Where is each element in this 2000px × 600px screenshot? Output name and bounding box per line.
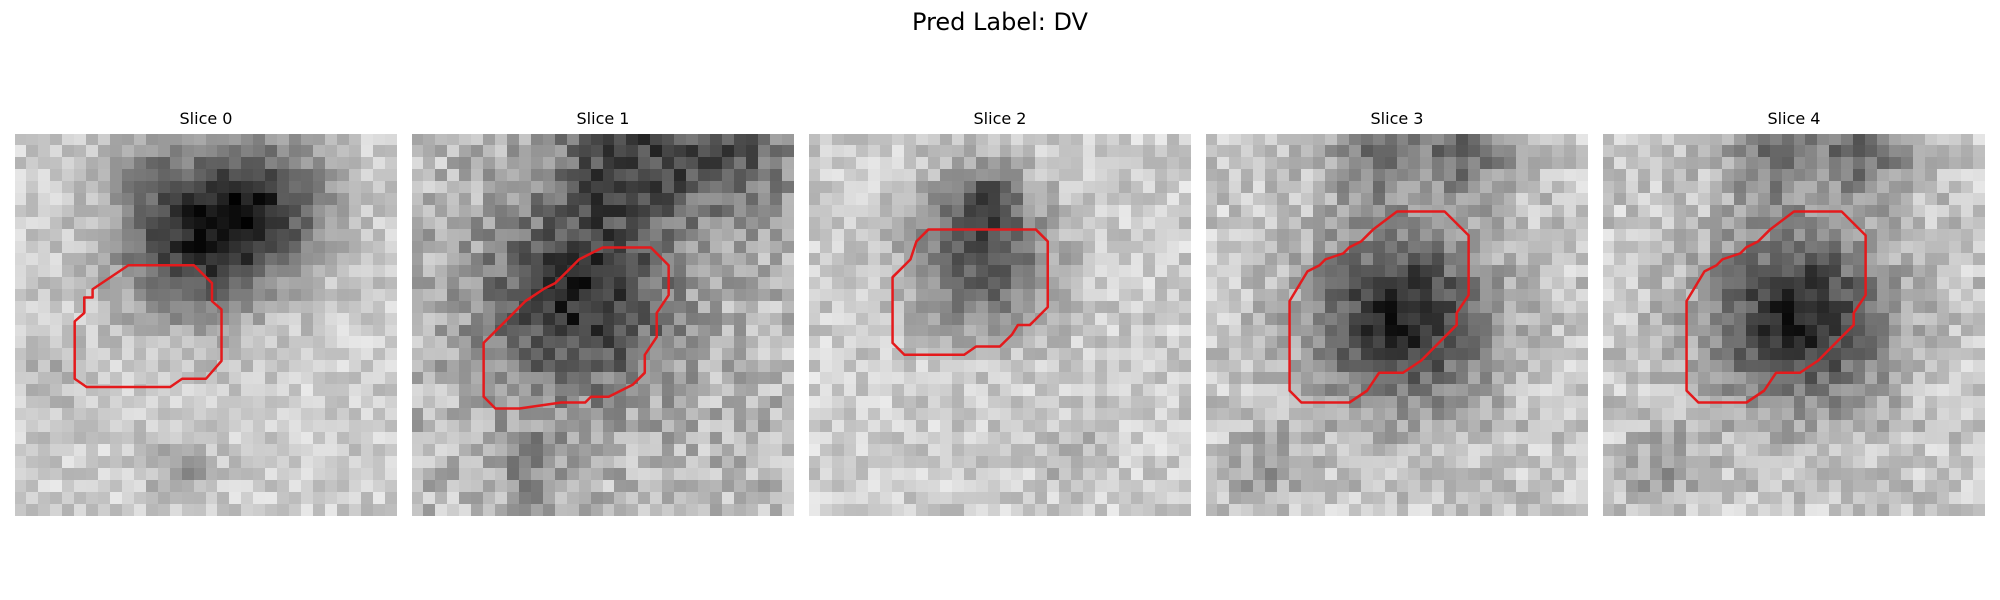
slice-title-2: Slice 2 — [973, 109, 1027, 128]
slice-panel-3: Slice 3 — [1206, 108, 1588, 516]
slice-panel-2: Slice 2 — [809, 108, 1191, 516]
slice-panel-4: Slice 4 — [1603, 108, 1985, 516]
slice-image-1 — [412, 134, 794, 516]
slice-image-4 — [1603, 134, 1985, 516]
figure-title: Pred Label: DV — [912, 8, 1088, 36]
slice-image-0 — [15, 134, 397, 516]
slice-panel-1: Slice 1 — [412, 108, 794, 516]
slice-title-4: Slice 4 — [1767, 109, 1821, 128]
slice-title-1: Slice 1 — [576, 109, 630, 128]
slice-title-0: Slice 0 — [179, 109, 233, 128]
slice-title-3: Slice 3 — [1370, 109, 1424, 128]
slice-image-3 — [1206, 134, 1588, 516]
slice-panel-0: Slice 0 — [15, 108, 397, 516]
slice-image-2 — [809, 134, 1191, 516]
